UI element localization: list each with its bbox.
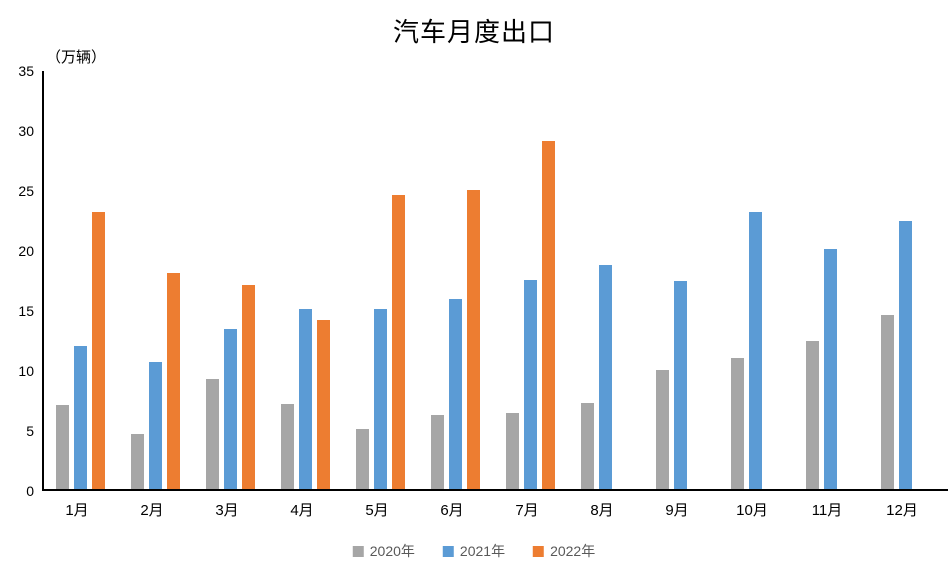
x-tick-label-11月: 11月 xyxy=(811,502,843,519)
bar-2020年-8月 xyxy=(581,402,594,489)
bar-2020年-4月 xyxy=(281,403,294,489)
x-tick-label-4月: 4月 xyxy=(290,502,314,519)
bar-2021年-2月 xyxy=(149,361,162,489)
legend-item-2022年: 2022年 xyxy=(533,541,595,561)
bar-2022年-3月 xyxy=(242,285,255,489)
bar-2020年-7月 xyxy=(506,413,519,489)
x-tick-label-5月: 5月 xyxy=(365,502,389,519)
x-tick-label-12月: 12月 xyxy=(886,502,918,519)
legend-item-2021年: 2021年 xyxy=(442,541,506,561)
x-tick-label-8月: 8月 xyxy=(590,502,614,519)
bar-2021年-1月 xyxy=(74,346,87,489)
bar-2021年-9月 xyxy=(674,281,687,489)
legend-label: 2022年 xyxy=(550,543,596,559)
y-axis-unit-label: （万辆） xyxy=(46,49,107,66)
bar-2020年-11月 xyxy=(806,341,819,489)
legend-label: 2021年 xyxy=(459,543,506,559)
y-tick-label-10: 10 xyxy=(18,363,34,379)
y-tick-label-20: 20 xyxy=(18,243,34,259)
bar-2020年-2月 xyxy=(131,433,144,489)
legend-item-2020年: 2020年 xyxy=(352,541,415,561)
legend-label: 2020年 xyxy=(369,543,415,559)
y-tick-label-30: 30 xyxy=(18,123,34,139)
bar-2020年-12月 xyxy=(881,315,894,489)
bar-2021年-7月 xyxy=(524,280,537,489)
bar-2021年-11月 xyxy=(824,249,837,489)
bar-2021年-12月 xyxy=(899,221,912,489)
x-tick-label-6月: 6月 xyxy=(440,502,464,519)
bar-2022年-7月 xyxy=(542,141,555,489)
bar-2021年-8月 xyxy=(599,264,612,489)
x-axis-line xyxy=(42,489,948,491)
y-axis-line xyxy=(42,71,44,491)
legend: 2020年 2021年 2022年 xyxy=(352,541,595,561)
bar-2020年-5月 xyxy=(356,429,369,489)
bar-2022年-4月 xyxy=(317,319,330,489)
x-tick-label-3月: 3月 xyxy=(215,502,239,519)
bar-2022年-5月 xyxy=(392,195,405,489)
y-tick-label-15: 15 xyxy=(18,303,34,319)
bar-2022年-1月 xyxy=(92,211,105,489)
x-tick-label-7月: 7月 xyxy=(515,502,539,519)
bar-2021年-5月 xyxy=(374,309,387,489)
bar-2020年-1月 xyxy=(56,405,69,489)
legend-swatch-icon xyxy=(352,545,364,557)
x-tick-label-10月: 10月 xyxy=(736,502,768,519)
chart-title: 汽车月度出口 xyxy=(392,18,555,48)
legend-swatch-icon xyxy=(442,545,454,557)
bar-2021年-10月 xyxy=(749,211,762,489)
bar-2021年-6月 xyxy=(449,299,462,489)
y-tick-label-0: 0 xyxy=(26,483,34,499)
bar-2020年-6月 xyxy=(431,414,444,489)
x-tick-label-2月: 2月 xyxy=(140,502,164,519)
x-tick-label-1月: 1月 xyxy=(65,502,89,519)
legend-swatch-icon xyxy=(533,545,545,557)
y-tick-label-25: 25 xyxy=(18,183,34,199)
bar-2020年-3月 xyxy=(206,378,219,489)
bar-2022年-6月 xyxy=(467,190,480,489)
bar-2021年-3月 xyxy=(224,329,237,489)
y-tick-label-5: 5 xyxy=(26,423,34,439)
x-tick-label-9月: 9月 xyxy=(665,502,689,519)
bar-2022年-2月 xyxy=(167,273,180,489)
bar-2021年-4月 xyxy=(299,309,312,489)
y-tick-label-35: 35 xyxy=(18,63,34,79)
bar-2020年-9月 xyxy=(656,370,669,489)
bar-2020年-10月 xyxy=(731,358,744,489)
